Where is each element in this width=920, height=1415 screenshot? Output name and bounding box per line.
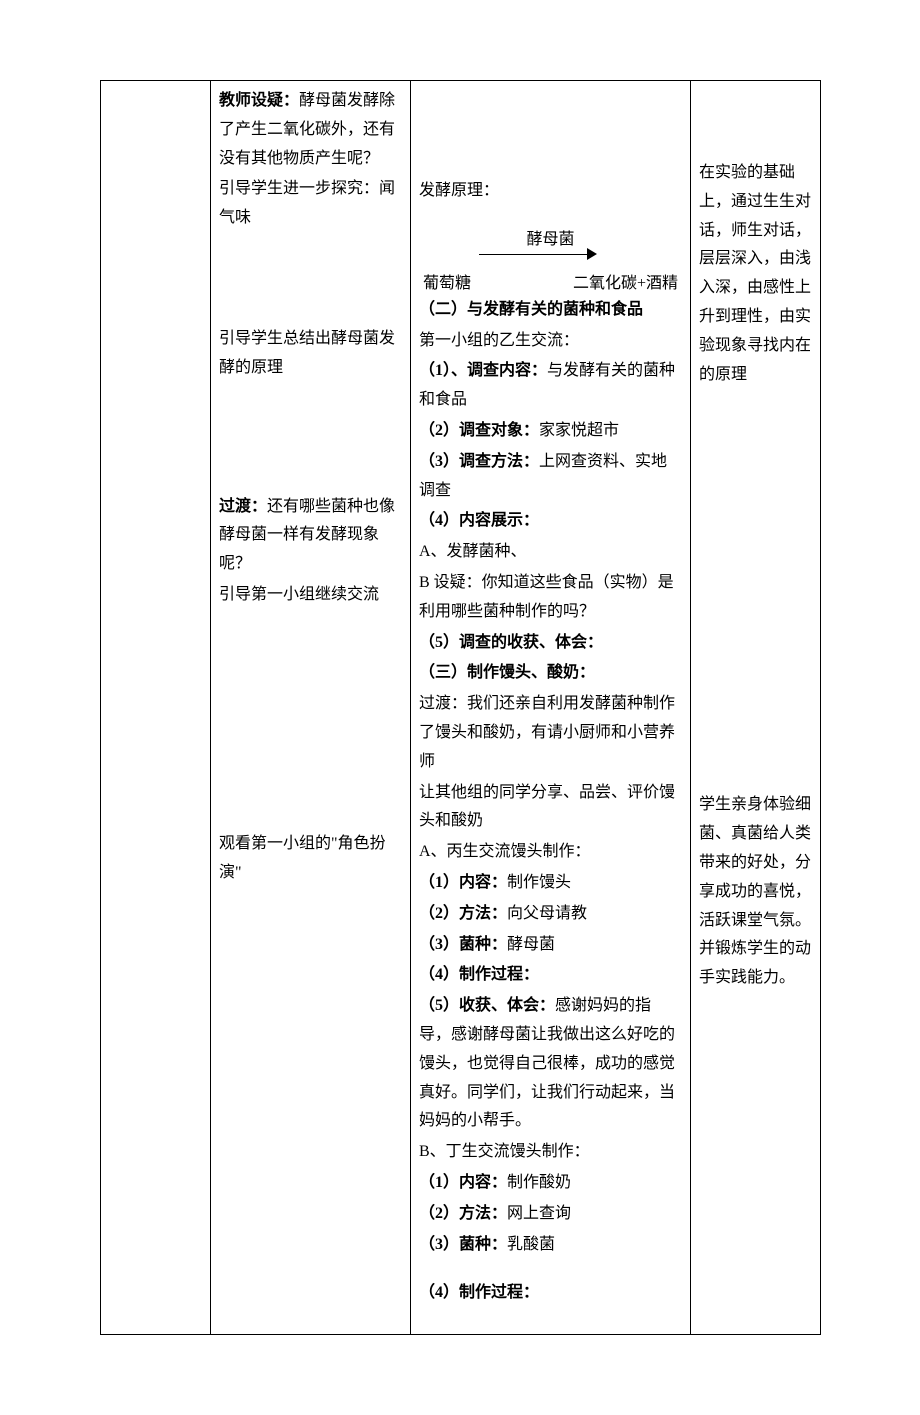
- text: 感谢妈妈的指导，感谢酵母菌让我做出这么好吃的馒头，也觉得自己很棒，成功的感觉真好…: [419, 997, 675, 1129]
- make-item: （2）方法：网上查询: [419, 1200, 682, 1229]
- make-item: （5）收获、体会：感谢妈妈的指导，感谢酵母菌让我做出这么好吃的馒头，也觉得自己很…: [419, 992, 682, 1136]
- label-bold: （2）调查对象：: [419, 422, 539, 439]
- text: 网上查询: [507, 1205, 571, 1222]
- text: B 设疑：你知道这些食品（实物）是利用哪些菌种制作的吗？: [419, 569, 682, 627]
- spacer: [699, 87, 812, 159]
- label-bold: （5）收获、体会：: [419, 997, 555, 1014]
- cell-col1: [101, 81, 211, 1335]
- transition: 过渡：还有哪些菌种也像酵母菌一样有发酵现象呢？: [219, 493, 402, 579]
- cell-col3: 发酵原理： 酵母菌 葡萄糖 二氧化碳+酒精 （二）与发酵有关的菌种和食品 第一小…: [411, 81, 691, 1335]
- principle-title: 发酵原理：: [419, 177, 682, 206]
- spacer: [219, 235, 402, 307]
- spacer: [219, 475, 402, 493]
- label-bold: （3）调查方法：: [419, 453, 539, 470]
- spacer: [419, 208, 682, 226]
- text: 引导学生进一步探究：闻气味: [219, 175, 402, 233]
- spacer: [219, 812, 402, 830]
- label-bold: （2）方法：: [419, 1205, 507, 1222]
- label-bold: （4）制作过程：: [419, 1279, 682, 1308]
- text: 乳酸菌: [507, 1236, 555, 1253]
- text: 制作酸奶: [507, 1174, 571, 1191]
- arrow-head-icon: [587, 248, 597, 260]
- teacher-question: 教师设疑：酵母菌发酵除了产生二氧化碳外，还有没有其他物质产生呢？: [219, 87, 402, 173]
- survey-item: （1）、调查内容：与发酵有关的菌种和食品: [419, 357, 682, 415]
- spacer: [219, 307, 402, 325]
- text: 让其他组的同学分享、品尝、评价馒头和酸奶: [419, 779, 682, 837]
- make-item: （1）内容：制作酸奶: [419, 1169, 682, 1198]
- label-bold: （1）内容：: [419, 874, 507, 891]
- spacer: [699, 391, 812, 791]
- spacer: [419, 1261, 682, 1279]
- label-bold: （1）内容：: [419, 1174, 507, 1191]
- text: B、丁生交流馒头制作：: [419, 1138, 682, 1167]
- text: 制作馒头: [507, 874, 571, 891]
- reactant: 葡萄糖: [423, 270, 471, 299]
- survey-item: （2）调查对象：家家悦超市: [419, 417, 682, 446]
- spacer: [219, 794, 402, 812]
- label-bold: 过渡：: [219, 498, 267, 515]
- arrow-line: [479, 254, 589, 255]
- label-bold: （1）、调查内容：: [419, 362, 547, 379]
- cell-col2: 教师设疑：酵母菌发酵除了产生二氧化碳外，还有没有其他物质产生呢？ 引导学生进一步…: [211, 81, 411, 1335]
- label-bold: （2）方法：: [419, 905, 507, 922]
- section-title: （三）制作馒头、酸奶：: [419, 659, 682, 688]
- text: 第一小组的乙生交流：: [419, 327, 682, 356]
- make-item: （2）方法：向父母请教: [419, 900, 682, 929]
- text: 酵母菌: [507, 936, 555, 953]
- design-intent: 在实验的基础上，通过生生对话，师生对话，层层深入，由浅入深，由感性上升到理性，由…: [699, 159, 812, 389]
- spacer: [219, 612, 402, 722]
- label-bold: （4）制作过程：: [419, 961, 682, 990]
- make-item: （3）菌种：酵母菌: [419, 931, 682, 960]
- arrow-top-label: 酵母菌: [419, 226, 682, 255]
- label-bold: （3）菌种：: [419, 936, 507, 953]
- spacer: [419, 87, 682, 159]
- text: 向父母请教: [507, 905, 587, 922]
- product: 二氧化碳+酒精: [573, 270, 678, 299]
- spacer: [419, 159, 682, 177]
- spacer: [219, 457, 402, 475]
- document-page: 教师设疑：酵母菌发酵除了产生二氧化碳外，还有没有其他物质产生呢？ 引导学生进一步…: [0, 0, 920, 1415]
- make-item: （3）菌种：乳酸菌: [419, 1231, 682, 1260]
- spacer: [219, 385, 402, 457]
- survey-item: （3）调查方法：上网查资料、实地调查: [419, 448, 682, 506]
- spacer: [419, 1310, 682, 1328]
- text: A、丙生交流馒头制作：: [419, 838, 682, 867]
- reaction-arrow-diagram: 酵母菌 葡萄糖 二氧化碳+酒精: [419, 226, 682, 296]
- label-bold: （5）调查的收获、体会：: [419, 629, 682, 658]
- text: A、发酵菌种、: [419, 538, 682, 567]
- text: 引导第一小组继续交流: [219, 581, 402, 610]
- arrow-bottom-row: 葡萄糖 二氧化碳+酒精: [419, 270, 682, 299]
- label-bold: （3）菌种：: [419, 1236, 507, 1253]
- label-bold: （4）内容展示：: [419, 507, 682, 536]
- make-item: （1）内容：制作馒头: [419, 869, 682, 898]
- text: 引导学生总结出酵母菌发酵的原理: [219, 325, 402, 383]
- table-row: 教师设疑：酵母菌发酵除了产生二氧化碳外，还有没有其他物质产生呢？ 引导学生进一步…: [101, 81, 821, 1335]
- spacer: [219, 722, 402, 794]
- text: 家家悦超市: [539, 422, 619, 439]
- text: 观看第一小组的"角色扮演": [219, 830, 402, 888]
- lesson-plan-table: 教师设疑：酵母菌发酵除了产生二氧化碳外，还有没有其他物质产生呢？ 引导学生进一步…: [100, 80, 821, 1335]
- design-intent: 学生亲身体验细菌、真菌给人类带来的好处，分享成功的喜悦，活跃课堂气氛。并锻炼学生…: [699, 791, 812, 993]
- section-title: （二）与发酵有关的菌种和食品: [419, 296, 682, 325]
- cell-col4: 在实验的基础上，通过生生对话，师生对话，层层深入，由浅入深，由感性上升到理性，由…: [691, 81, 821, 1335]
- label-bold: 教师设疑：: [219, 92, 299, 109]
- text: 过渡：我们还亲自利用发酵菌种制作了馒头和酸奶，有请小厨师和小营养师: [419, 690, 682, 776]
